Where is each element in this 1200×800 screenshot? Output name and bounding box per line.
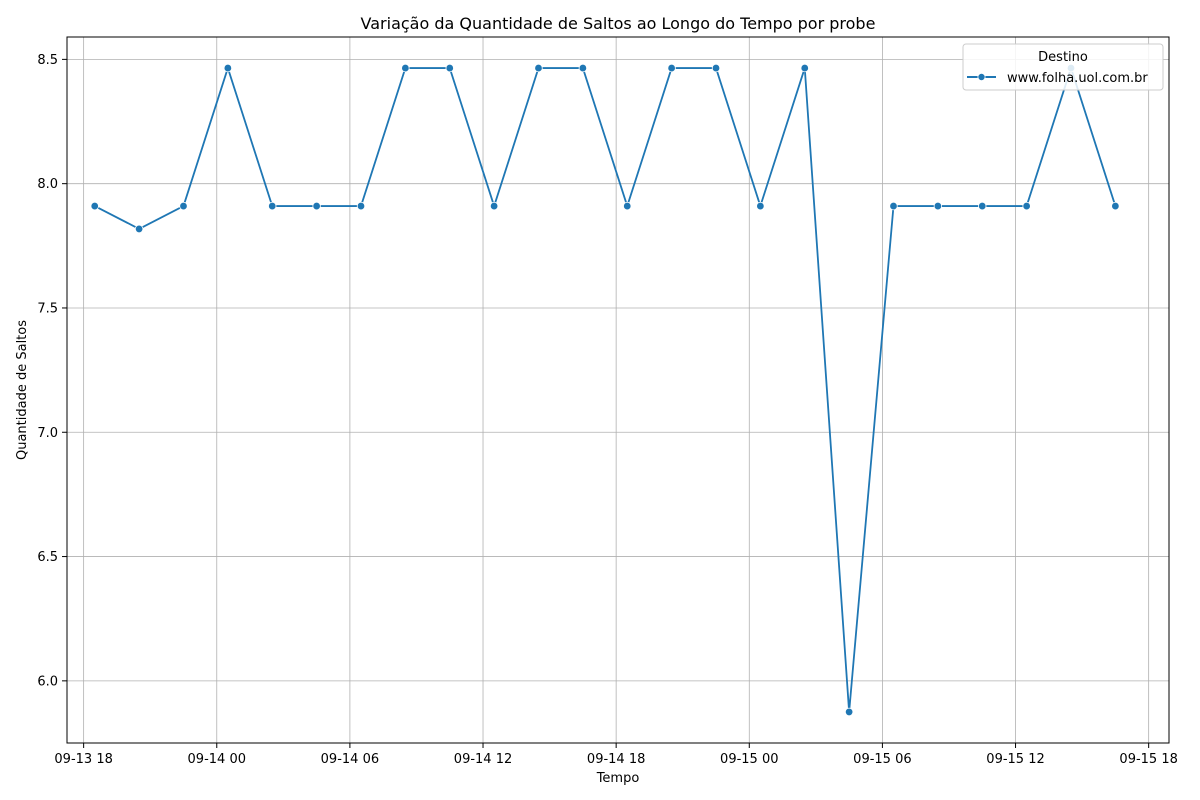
series-line	[94, 67, 1117, 713]
plot-area	[66, 36, 1170, 744]
y-tick-label: 6.0	[37, 674, 58, 689]
data-point	[711, 63, 721, 73]
data-point	[445, 63, 454, 73]
y-axis-label: Quantidade de Saltos	[15, 320, 30, 460]
grid	[67, 37, 1169, 743]
data-point	[756, 201, 765, 211]
x-tick-label: 09-13 18	[54, 752, 112, 767]
x-tick-label: 09-15 06	[853, 752, 911, 767]
data-point	[489, 201, 499, 211]
data-point	[356, 201, 366, 211]
data-point	[1022, 201, 1031, 211]
y-tick-label: 7.0	[37, 426, 58, 441]
data-point	[623, 201, 632, 211]
chart-title: Variação da Quantidade de Saltos ao Long…	[361, 14, 876, 33]
x-tick-label: 09-15 12	[986, 752, 1044, 767]
data-point	[179, 201, 188, 211]
y-tick-label: 8.0	[37, 177, 58, 192]
data-point	[312, 201, 321, 211]
data-point	[667, 63, 676, 73]
x-tick-label: 09-14 00	[188, 752, 246, 767]
legend-title: Destino	[1038, 50, 1088, 65]
data-point	[223, 63, 233, 73]
y-tick-label: 6.5	[37, 550, 58, 565]
data-point	[578, 63, 588, 73]
x-tick-label: 09-14 06	[321, 752, 379, 767]
x-axis-label: Tempo	[596, 771, 640, 786]
axis-ticks: 09-13 18 09-14 00 09-14 06 09-14 12 09-14 18…	[37, 53, 1178, 767]
data-point	[268, 201, 277, 211]
data-point	[401, 63, 410, 73]
data-point	[90, 201, 99, 211]
legend-label: www.folha.uol.com.br	[1007, 71, 1148, 86]
data-point	[534, 63, 543, 73]
data-point	[134, 224, 144, 234]
series-layer	[90, 63, 1120, 717]
data-point	[933, 201, 943, 211]
x-tick-label: 09-14 18	[587, 752, 645, 767]
data-point	[800, 63, 809, 73]
legend: Destino www.folha.uol.com.br	[962, 43, 1164, 91]
x-tick-label: 09-14 12	[454, 752, 512, 767]
data-point	[844, 707, 854, 717]
y-tick-label: 8.5	[37, 53, 58, 68]
y-tick-label: 7.5	[37, 301, 58, 316]
x-tick-label: 09-15 00	[720, 752, 778, 767]
legend-box	[962, 43, 1164, 91]
legend-point-marker	[977, 73, 986, 82]
data-point	[1111, 201, 1120, 211]
x-tick-label: 09-15 18	[1119, 752, 1177, 767]
data-point	[978, 201, 987, 211]
data-point	[889, 201, 898, 211]
